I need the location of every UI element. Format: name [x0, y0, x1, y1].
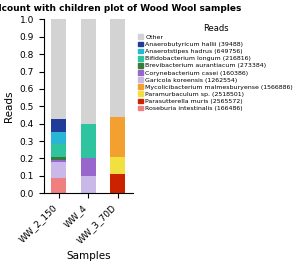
Bar	[51, 144, 66, 157]
Bar	[51, 160, 66, 162]
X-axis label: Samples: Samples	[66, 251, 110, 261]
Bar	[110, 174, 125, 193]
Bar	[81, 124, 96, 158]
Y-axis label: Reads: Reads	[4, 91, 14, 122]
Bar	[51, 20, 66, 120]
Bar	[81, 158, 96, 176]
Bar	[51, 120, 66, 132]
Legend: Other, Anaerobutyricum hallii (39488), Anaerotstipes hadrus (649756), Bifidobact: Other, Anaerobutyricum hallii (39488), A…	[136, 23, 294, 113]
Bar	[81, 20, 96, 124]
Bar	[51, 157, 66, 160]
Bar	[110, 2, 125, 117]
Bar	[110, 157, 125, 174]
Bar	[51, 132, 66, 144]
Bar	[51, 178, 66, 193]
Bar	[81, 176, 96, 193]
Bar	[110, 117, 125, 157]
Bar	[51, 162, 66, 178]
Title: malized readcount with children plot of Wood Wool samples: malized readcount with children plot of …	[0, 4, 241, 13]
